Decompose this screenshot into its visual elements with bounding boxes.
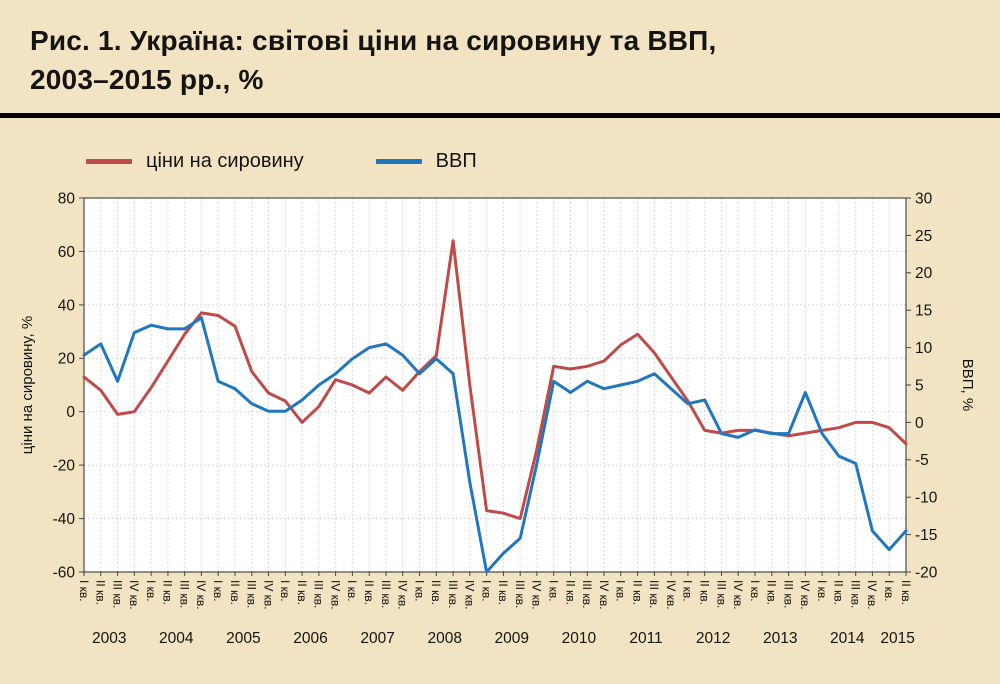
svg-text:2009: 2009: [495, 630, 529, 647]
svg-text:-20: -20: [53, 458, 76, 475]
svg-text:ціни на сировину, %: ціни на сировину, %: [19, 316, 36, 454]
svg-text:IV кв.: IV кв.: [731, 580, 745, 610]
svg-text:I кв.: I кв.: [815, 580, 829, 602]
svg-text:II кв.: II кв.: [765, 580, 779, 605]
svg-text:I кв.: I кв.: [412, 580, 426, 602]
svg-text:2003: 2003: [92, 630, 126, 647]
svg-text:II кв.: II кв.: [295, 580, 309, 605]
figure-header: Рис. 1. Україна: світові ціни на сировин…: [0, 0, 1000, 113]
svg-text:I кв.: I кв.: [345, 580, 359, 602]
svg-text:I кв.: I кв.: [144, 580, 158, 602]
svg-text:III кв.: III кв.: [714, 580, 728, 608]
chart-area: -60 -40 -20 0 20 40 60 80 -20 -15 -10 -5 0 5 10 15 20 25 3…: [18, 184, 1000, 654]
svg-text:III кв.: III кв.: [849, 580, 863, 608]
svg-text:10: 10: [915, 340, 933, 357]
svg-text:2011: 2011: [629, 630, 662, 647]
svg-text:IV кв.: IV кв.: [865, 580, 879, 610]
svg-text:I кв.: I кв.: [77, 580, 91, 602]
svg-text:III кв.: III кв.: [513, 580, 527, 608]
svg-text:II кв.: II кв.: [94, 580, 108, 605]
svg-text:IV кв.: IV кв.: [194, 580, 208, 610]
svg-text:40: 40: [58, 298, 76, 315]
svg-text:60: 60: [58, 244, 76, 261]
svg-text:IV кв.: IV кв.: [463, 580, 477, 610]
svg-text:II кв.: II кв.: [362, 580, 376, 605]
svg-text:2010: 2010: [562, 630, 597, 647]
svg-text:III кв.: III кв.: [177, 580, 191, 608]
svg-text:30: 30: [915, 191, 933, 208]
svg-text:-40: -40: [53, 511, 76, 528]
svg-text:-60: -60: [53, 565, 76, 582]
svg-text:2005: 2005: [226, 630, 260, 647]
svg-text:I кв.: I кв.: [211, 580, 225, 602]
legend-item-gdp: ВВП: [375, 149, 477, 173]
svg-text:20: 20: [58, 351, 76, 368]
svg-text:20: 20: [915, 265, 933, 282]
svg-text:II кв.: II кв.: [630, 580, 644, 605]
svg-text:II кв.: II кв.: [429, 580, 443, 605]
svg-text:IV кв.: IV кв.: [530, 580, 544, 610]
svg-text:I кв.: I кв.: [479, 580, 493, 602]
legend-label-prices: ціни на сировину: [146, 149, 304, 172]
svg-text:IV кв.: IV кв.: [597, 580, 611, 610]
svg-text:II кв.: II кв.: [698, 580, 712, 605]
svg-text:I кв.: I кв.: [748, 580, 762, 602]
chart-svg: -60 -40 -20 0 20 40 60 80 -20 -15 -10 -5 0 5 10 15 20 25 3…: [19, 191, 976, 648]
svg-text:I кв.: I кв.: [681, 580, 695, 602]
chart-legend: ціни на сировину ВВП: [86, 148, 1000, 174]
svg-text:-10: -10: [915, 490, 938, 507]
svg-text:IV кв.: IV кв.: [127, 580, 141, 610]
gdp-line-swatch: [375, 158, 422, 164]
svg-text:-15: -15: [915, 527, 937, 544]
svg-text:III кв.: III кв.: [647, 580, 661, 608]
legend-label-gdp: ВВП: [435, 149, 477, 172]
svg-text:80: 80: [58, 191, 76, 208]
svg-text:II кв.: II кв.: [832, 580, 846, 605]
svg-text:0: 0: [66, 404, 75, 421]
svg-text:II кв.: II кв.: [563, 580, 577, 605]
svg-text:II кв.: II кв.: [228, 580, 242, 605]
svg-text:IV кв.: IV кв.: [328, 580, 342, 610]
svg-text:IV кв.: IV кв.: [664, 580, 678, 610]
svg-text:III кв.: III кв.: [245, 580, 259, 608]
svg-text:IV кв.: IV кв.: [396, 580, 410, 610]
svg-text:2007: 2007: [360, 630, 394, 647]
prices-line-swatch: [86, 158, 132, 164]
legend-item-prices: ціни на сировину: [86, 150, 304, 173]
figure-title-line-1: Рис. 1. Україна: світові ціни на сировин…: [30, 25, 717, 56]
svg-text:IV кв.: IV кв.: [261, 580, 275, 610]
header-divider: [0, 113, 1000, 119]
svg-text:2004: 2004: [159, 630, 194, 647]
svg-text:-5: -5: [915, 452, 929, 469]
svg-text:15: 15: [915, 303, 932, 320]
svg-text:I кв.: I кв.: [882, 580, 896, 602]
svg-text:II кв.: II кв.: [161, 580, 175, 605]
svg-text:I кв.: I кв.: [614, 580, 628, 602]
svg-text:2012: 2012: [696, 630, 730, 647]
svg-text:2013: 2013: [763, 630, 797, 647]
svg-text:2008: 2008: [427, 630, 461, 647]
svg-text:II кв.: II кв.: [899, 580, 913, 605]
svg-text:III кв.: III кв.: [446, 580, 460, 608]
figure-title-line-2: 2003–2015 рр., %: [30, 63, 264, 95]
svg-text:III кв.: III кв.: [110, 580, 124, 608]
svg-text:25: 25: [915, 228, 932, 245]
svg-text:ВВП, %: ВВП, %: [959, 359, 976, 411]
svg-text:III кв.: III кв.: [379, 580, 393, 608]
svg-text:5: 5: [915, 378, 924, 395]
svg-text:I кв.: I кв.: [278, 580, 292, 602]
svg-text:III кв.: III кв.: [312, 580, 326, 608]
svg-text:IV кв.: IV кв.: [798, 580, 812, 610]
svg-text:II кв.: II кв.: [496, 580, 510, 605]
svg-text:III кв.: III кв.: [781, 580, 795, 608]
svg-text:-20: -20: [915, 565, 938, 582]
svg-text:2014: 2014: [830, 630, 865, 647]
svg-text:2006: 2006: [293, 630, 327, 647]
svg-text:2015: 2015: [880, 630, 914, 647]
svg-text:III кв.: III кв.: [580, 580, 594, 608]
svg-text:I кв.: I кв.: [547, 580, 561, 602]
svg-text:0: 0: [915, 415, 924, 432]
